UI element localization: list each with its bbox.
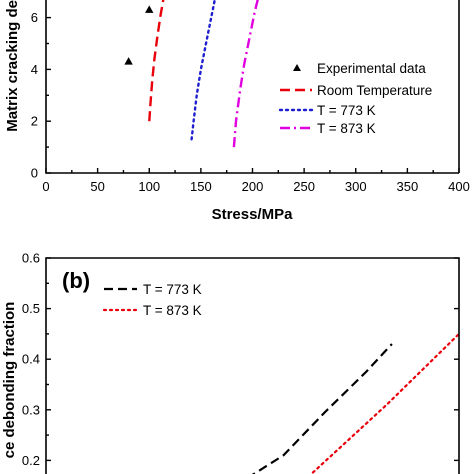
a-x-tick-label: 250 xyxy=(293,179,315,194)
b-series-line-0 xyxy=(251,343,393,474)
panel-b-label: (b) xyxy=(62,268,90,293)
legend-marker-experimental xyxy=(293,64,301,71)
b-y-tick-label: 0.6 xyxy=(22,251,40,266)
legend-label-b-873k: T = 873 K xyxy=(143,303,202,318)
panel-b-legend: T = 773 K T = 873 K xyxy=(102,282,202,318)
a-x-tick-label: 100 xyxy=(138,179,160,194)
panel-b: 0.2 0.3 0.4 0.5 0.6 (b) ce debonding fractio… xyxy=(1,251,460,474)
panel-b-y-axis-label: ce debonding fraction xyxy=(1,302,18,459)
a-y-tick-label: 2 xyxy=(31,114,38,129)
panel-a-y-axis-label: Matrix cracking de xyxy=(4,0,21,132)
panel-a-axes-frame xyxy=(45,0,459,174)
panel-a-plot-area xyxy=(124,0,259,148)
panel-b-tick-labels: 0.2 0.3 0.4 0.5 0.6 xyxy=(22,251,40,468)
b-y-tick-label: 0.3 xyxy=(22,402,40,417)
b-y-tick-label: 0.5 xyxy=(22,301,40,316)
panel-b-plot-area xyxy=(251,332,459,474)
panel-b-axes-frame xyxy=(45,257,460,474)
panel-a-tick-labels: 0 50 100 150 200 250 300 350 400 0 2 4 6 xyxy=(31,10,470,194)
a-experimental-point xyxy=(145,5,154,13)
panel-a-legend: Experimental data Room Temperature T = 7… xyxy=(278,61,432,136)
legend-label-room-temperature: Room Temperature xyxy=(317,83,432,98)
a-x-tick-label: 50 xyxy=(90,179,104,194)
a-x-tick-label: 400 xyxy=(448,179,470,194)
a-y-tick-label: 6 xyxy=(31,10,38,25)
b-series-line-1 xyxy=(309,332,459,474)
a-y-tick-label: 0 xyxy=(31,166,38,181)
a-experimental-point xyxy=(124,57,133,65)
a-x-tick-label: 150 xyxy=(190,179,212,194)
b-y-tick-label: 0.4 xyxy=(22,352,40,367)
a-y-tick-label: 4 xyxy=(31,62,38,77)
panel-b-ticks xyxy=(46,257,459,462)
legend-label-773k: T = 773 K xyxy=(317,103,376,118)
a-series-line-0 xyxy=(148,0,165,122)
a-series-line-1 xyxy=(190,0,216,141)
a-series-line-2 xyxy=(232,0,259,148)
a-x-tick-label: 0 xyxy=(42,179,49,194)
a-x-tick-label: 350 xyxy=(397,179,419,194)
legend-label-b-773k: T = 773 K xyxy=(143,282,202,297)
legend-label-experimental: Experimental data xyxy=(317,61,426,76)
panel-a-x-axis-label: Stress/MPa xyxy=(212,206,294,223)
b-y-tick-label: 0.2 xyxy=(22,453,40,468)
a-x-tick-label: 300 xyxy=(345,179,367,194)
a-x-tick-label: 200 xyxy=(242,179,264,194)
legend-label-873k: T = 873 K xyxy=(317,121,376,136)
